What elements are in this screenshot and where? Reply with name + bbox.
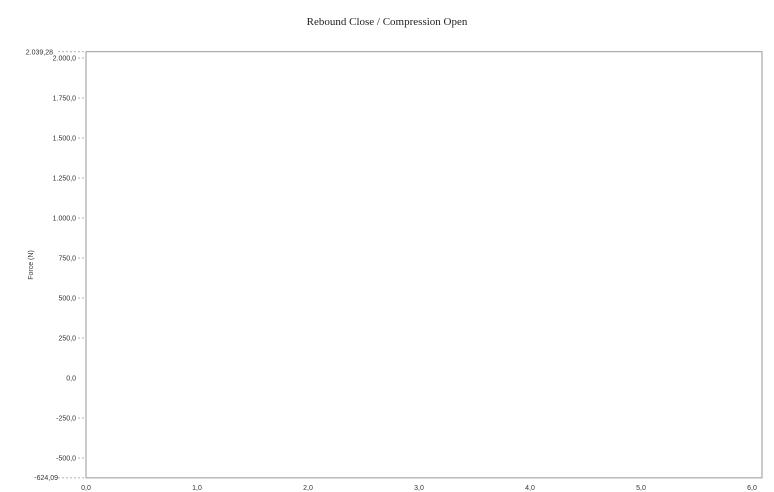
- y-tick-label: 1.750,0: [53, 96, 76, 103]
- x-tick-label: 4,0: [525, 485, 535, 492]
- axes: -500,0 -250,0 0,0 250,0 500,0 750,0 1.000,0 1.2…: [26, 50, 763, 492]
- y-tick-label: -500,0: [56, 456, 76, 463]
- y-tick-label: 2.000,0: [53, 56, 76, 63]
- x-tick-label: 1,0: [192, 485, 202, 492]
- chart-title: Rebound Close / Compression Open: [306, 16, 468, 28]
- y-min-label: -624,09: [34, 475, 58, 482]
- y-tick-label: 1.250,0: [53, 176, 76, 183]
- y-tick-label: -250,0: [56, 416, 76, 423]
- y-max-label: 2.039,28: [26, 50, 53, 57]
- x-tick-label: 2,0: [303, 485, 313, 492]
- y-tick-label: 1.000,0: [53, 216, 76, 223]
- y-axis-label: Force (N): [28, 250, 35, 280]
- x-tick-label: 5,0: [636, 485, 646, 492]
- x-tick-label: 6,0: [747, 485, 757, 492]
- x-tick-label: 0,0: [81, 485, 91, 492]
- y-tick-label: 500,0: [58, 296, 76, 303]
- plot-frame: [85, 51, 763, 479]
- y-tick-label: 0,0: [66, 376, 76, 383]
- x-tick-label: 3,0: [414, 485, 424, 492]
- y-tick-label: 1.500,0: [53, 136, 76, 143]
- y-tick-label: 250,0: [58, 336, 76, 343]
- y-tick-label: 750,0: [58, 256, 76, 263]
